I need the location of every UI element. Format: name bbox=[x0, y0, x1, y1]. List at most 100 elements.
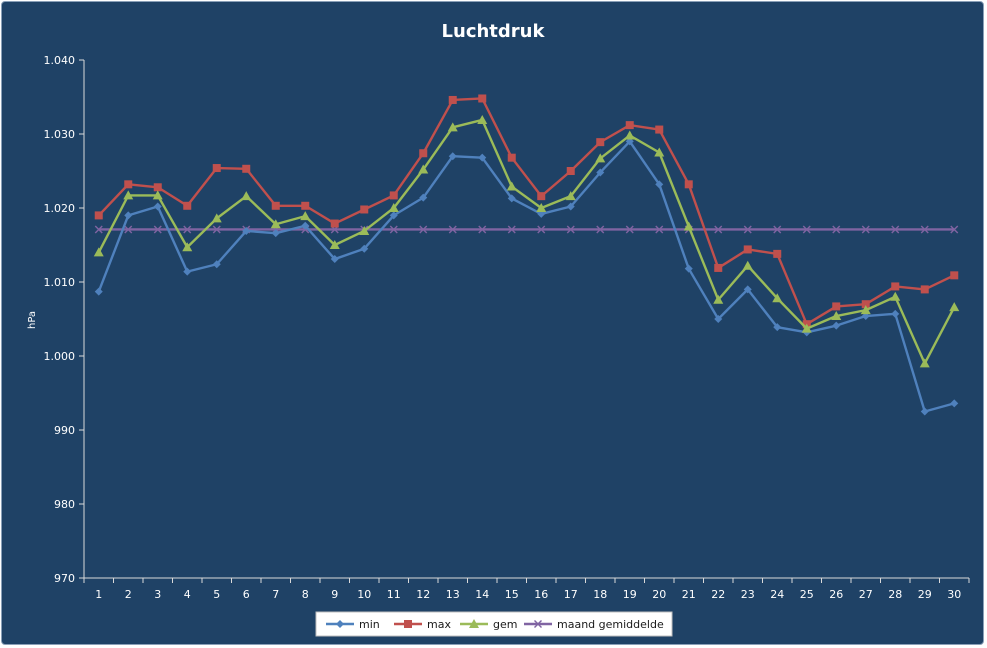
data-point-gem bbox=[93, 247, 104, 257]
y-tick-label: 970 bbox=[54, 572, 75, 585]
legend-label: maand gemiddelde bbox=[557, 618, 664, 631]
data-point-max bbox=[301, 201, 310, 210]
data-point-maand-gemiddelde bbox=[596, 225, 605, 234]
data-point-min bbox=[183, 267, 192, 276]
series-line-gem bbox=[97, 118, 956, 365]
data-point-maand-gemiddelde bbox=[507, 225, 516, 234]
data-point-max bbox=[950, 271, 959, 280]
y-tick-label: 1.010 bbox=[44, 276, 76, 289]
x-tick-label: 22 bbox=[711, 588, 725, 601]
legend-label: min bbox=[359, 618, 380, 631]
data-point-max bbox=[773, 249, 782, 258]
x-tick-label: 11 bbox=[387, 588, 401, 601]
data-point-max bbox=[891, 282, 900, 291]
data-point-max bbox=[625, 121, 634, 130]
legend-marker bbox=[404, 620, 412, 628]
data-point-gem bbox=[949, 302, 960, 312]
data-point-maand-gemiddelde bbox=[655, 225, 664, 234]
data-point-min bbox=[478, 153, 487, 162]
legend-marker bbox=[336, 620, 344, 628]
data-point-gem bbox=[565, 191, 576, 201]
data-point-min bbox=[448, 152, 457, 161]
data-point-max bbox=[448, 95, 457, 104]
data-point-maand-gemiddelde bbox=[183, 225, 192, 234]
data-point-min bbox=[655, 180, 664, 189]
legend-item-min: min bbox=[326, 618, 380, 631]
x-tick-label: 3 bbox=[154, 588, 161, 601]
x-tick-label: 8 bbox=[302, 588, 309, 601]
legend-label: gem bbox=[493, 618, 517, 631]
data-point-maand-gemiddelde bbox=[743, 225, 752, 234]
x-tick-label: 30 bbox=[947, 588, 961, 601]
x-tick-label: 5 bbox=[213, 588, 220, 601]
data-point-maand-gemiddelde bbox=[448, 225, 457, 234]
data-point-maand-gemiddelde bbox=[832, 225, 841, 234]
x-tick-label: 18 bbox=[593, 588, 607, 601]
data-point-maand-gemiddelde bbox=[773, 225, 782, 234]
x-tick-label: 2 bbox=[125, 588, 132, 601]
data-point-min bbox=[153, 202, 162, 211]
x-tick-label: 10 bbox=[357, 588, 371, 601]
data-point-maand-gemiddelde bbox=[891, 225, 900, 234]
legend-item-gem: gem bbox=[460, 618, 517, 631]
data-point-max bbox=[684, 180, 693, 189]
data-point-gem bbox=[329, 240, 340, 249]
data-point-max bbox=[183, 201, 192, 210]
data-point-gem bbox=[477, 114, 488, 124]
legend-box bbox=[315, 611, 673, 637]
data-point-gem bbox=[241, 191, 252, 201]
series-maand-gemiddelde bbox=[94, 225, 959, 234]
x-tick-label: 16 bbox=[534, 588, 548, 601]
data-point-max bbox=[537, 192, 546, 201]
data-point-gem bbox=[890, 291, 901, 301]
data-point-max bbox=[655, 125, 664, 134]
legend-marker bbox=[469, 619, 479, 628]
data-point-max bbox=[832, 302, 841, 311]
x-tick-label: 27 bbox=[859, 588, 873, 601]
x-tick-label: 15 bbox=[505, 588, 519, 601]
data-point-min bbox=[94, 287, 103, 296]
data-point-gem bbox=[831, 311, 842, 321]
data-point-max bbox=[153, 183, 162, 192]
series-line-min bbox=[97, 140, 955, 413]
y-tick-label: 1.030 bbox=[44, 128, 76, 141]
data-point-max bbox=[596, 138, 605, 147]
legend: min max gem maand gemiddelde bbox=[315, 611, 673, 637]
data-point-gem bbox=[595, 153, 606, 163]
data-point-max bbox=[743, 245, 752, 254]
y-tick-label: 980 bbox=[54, 498, 75, 511]
data-point-min bbox=[330, 255, 339, 264]
data-point-min bbox=[124, 211, 133, 220]
data-point-maand-gemiddelde bbox=[566, 225, 575, 234]
legend-item-maand-gemiddelde: maand gemiddelde bbox=[524, 618, 664, 631]
data-point-gem bbox=[270, 219, 281, 229]
data-point-max bbox=[271, 201, 280, 210]
x-tick-label: 23 bbox=[741, 588, 755, 601]
data-point-min bbox=[596, 168, 605, 177]
data-point-gem bbox=[182, 242, 193, 252]
x-tick-label: 12 bbox=[416, 588, 430, 601]
data-point-min bbox=[684, 264, 693, 273]
x-tick-label: 1 bbox=[95, 588, 102, 601]
data-point-max bbox=[212, 164, 221, 173]
y-axis-label: hPa bbox=[27, 311, 38, 329]
data-point-max bbox=[94, 211, 103, 220]
data-point-max bbox=[566, 167, 575, 175]
legend-item-max: max bbox=[394, 618, 451, 631]
x-tick-label: 24 bbox=[770, 588, 784, 601]
data-point-maand-gemiddelde bbox=[950, 225, 959, 234]
series-gem bbox=[93, 114, 960, 368]
data-point-max bbox=[507, 153, 516, 162]
x-tick-label: 4 bbox=[184, 588, 191, 601]
data-point-gem bbox=[300, 211, 311, 221]
data-point-max bbox=[330, 219, 339, 228]
data-point-gem bbox=[742, 260, 753, 270]
x-tick-label: 20 bbox=[652, 588, 666, 601]
data-point-maand-gemiddelde bbox=[802, 225, 811, 234]
data-point-max bbox=[360, 205, 369, 214]
data-point-gem bbox=[683, 221, 694, 231]
data-point-gem bbox=[624, 130, 635, 140]
data-point-min bbox=[271, 229, 280, 238]
data-point-min bbox=[714, 315, 723, 323]
